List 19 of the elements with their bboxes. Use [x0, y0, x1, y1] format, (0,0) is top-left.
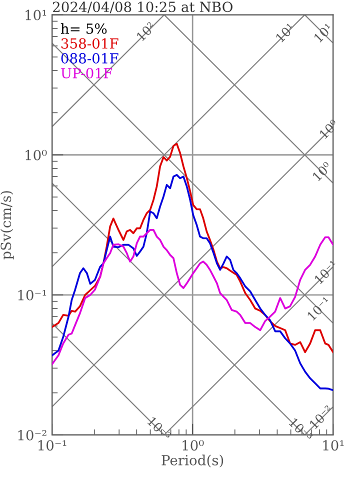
y-axis-title: pSv(cm/s)	[0, 191, 14, 260]
annotation: 10¹	[275, 22, 295, 43]
y-tick-label: 10¹	[26, 10, 46, 20]
annotation: 10⁻³	[288, 418, 314, 442]
annotation: 10²	[136, 22, 156, 42]
chart-title: 2024/04/08 10:25 at NBO	[52, 2, 232, 14]
x-axis-title: Period(s)	[162, 454, 224, 468]
y-tick-label: 10⁰	[26, 150, 47, 160]
text: 358-01F	[61, 38, 118, 49]
annotation: 10⁰	[312, 161, 332, 182]
annotation: 10¹	[313, 23, 334, 43]
y-tick-label: 10⁻²	[18, 430, 46, 440]
legend-title: h= 5%	[60, 23, 107, 34]
x-tick-label: 10¹	[323, 440, 344, 451]
x-tick-label: 10⁰	[182, 440, 204, 451]
y-tick-label: 10⁻¹	[18, 290, 46, 300]
text: UP-01F	[61, 68, 112, 78]
text: 088-01F	[61, 53, 118, 64]
x-tick-label: 10⁻¹	[38, 440, 66, 451]
